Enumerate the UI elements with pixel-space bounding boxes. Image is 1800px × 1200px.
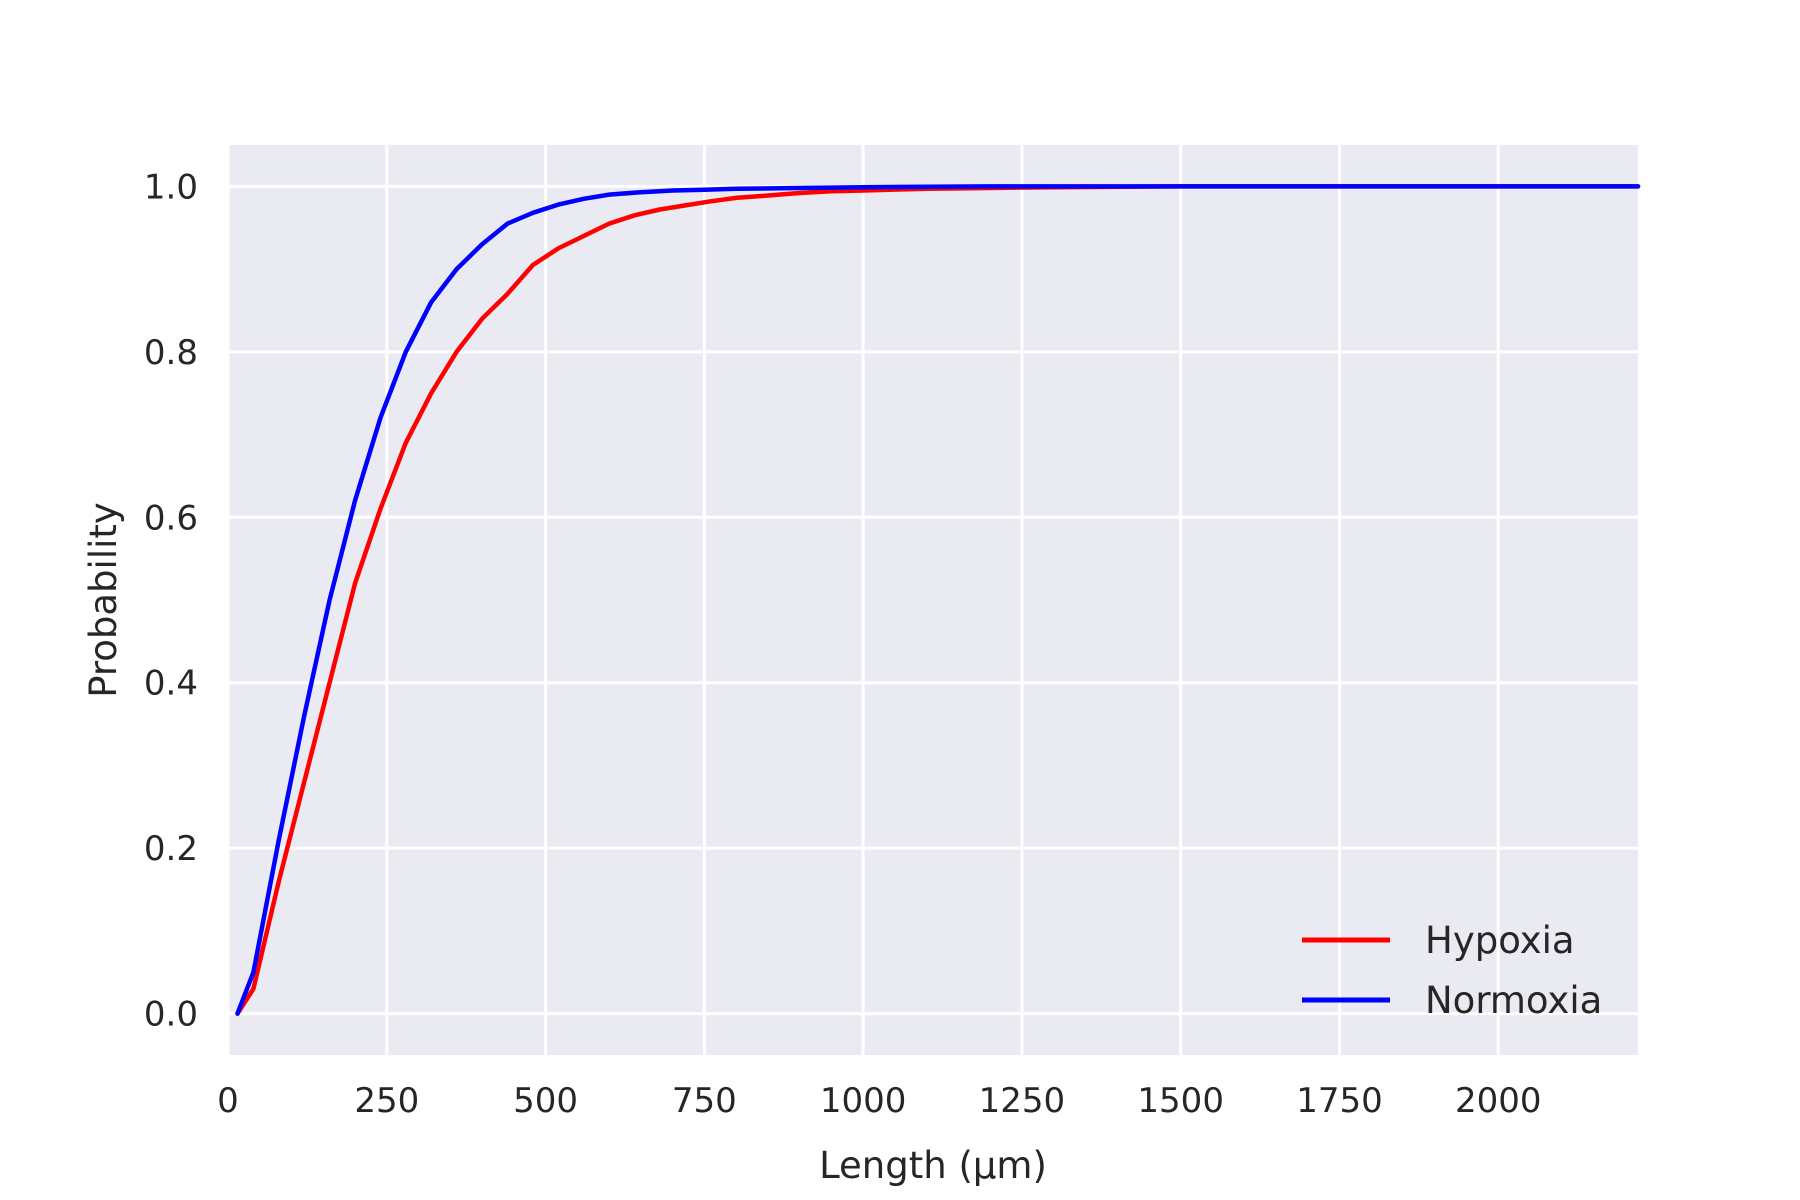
legend: Hypoxia Normoxia [1302, 919, 1602, 1022]
y-tick-label: 1.0 [144, 167, 198, 207]
y-tick-labels: 0.0 0.2 0.4 0.6 0.8 1.0 [144, 167, 198, 1034]
y-tick-label: 0.8 [144, 333, 198, 373]
series-layer [235, 184, 1641, 1016]
x-tick-label: 1000 [820, 1081, 907, 1121]
x-tick-label: 500 [513, 1081, 578, 1121]
y-tick-label: 0.6 [144, 498, 198, 538]
x-tick-label: 750 [672, 1081, 737, 1121]
x-tick-label: 250 [354, 1081, 419, 1121]
legend-label-normoxia: Normoxia [1425, 979, 1602, 1022]
plot-background [228, 145, 1638, 1055]
y-tick-label: 0.0 [144, 995, 198, 1035]
x-tick-label: 1750 [1296, 1081, 1383, 1121]
y-axis-label: Probability [82, 502, 125, 698]
x-tick-labels: 0 250 500 750 1000 1250 1500 1750 2000 [217, 1081, 1541, 1121]
y-tick-label: 0.4 [144, 664, 198, 704]
y-tick-label: 0.2 [144, 829, 198, 869]
x-axis-label: Length (µm) [819, 1144, 1047, 1187]
x-tick-label: 0 [217, 1081, 239, 1121]
x-tick-label: 2000 [1455, 1081, 1542, 1121]
x-tick-label: 1500 [1137, 1081, 1224, 1121]
legend-label-hypoxia: Hypoxia [1425, 919, 1575, 962]
x-tick-label: 1250 [979, 1081, 1066, 1121]
series-line-normoxia [235, 184, 1641, 1016]
